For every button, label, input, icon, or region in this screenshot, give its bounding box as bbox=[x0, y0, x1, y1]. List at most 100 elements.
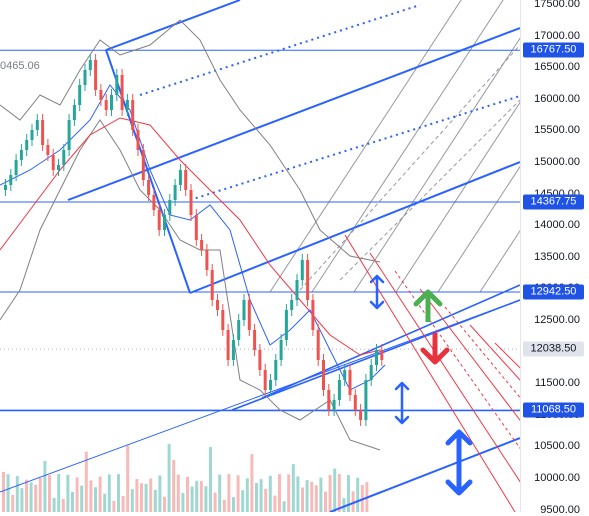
volume-bar bbox=[167, 444, 171, 512]
candle-body bbox=[189, 190, 193, 215]
volume-bar bbox=[121, 495, 125, 512]
volume-bar bbox=[227, 474, 231, 512]
candle-body bbox=[263, 370, 267, 390]
grey-channel-line bbox=[437, 165, 520, 293]
candle-body bbox=[115, 75, 119, 95]
candle-body bbox=[369, 365, 373, 380]
candle-body bbox=[343, 370, 347, 380]
volume-bar bbox=[158, 475, 162, 512]
volume-bar bbox=[199, 481, 203, 512]
volume-bar bbox=[163, 496, 166, 512]
candle-body bbox=[295, 280, 299, 300]
red-down-arrow-icon bbox=[420, 347, 450, 365]
pitchfork-median-line bbox=[67, 27, 520, 201]
volume-bar bbox=[351, 491, 355, 512]
volume-bar bbox=[2, 472, 5, 512]
blue-up-down-arrow-icon bbox=[445, 479, 473, 496]
candle-body bbox=[131, 100, 135, 130]
candle-body bbox=[200, 240, 204, 250]
price-axis[interactable]: 17500.00 17000.00 16500.00 16000.00 15500.00… bbox=[520, 0, 589, 516]
volume-bar bbox=[337, 474, 341, 512]
volume-bar bbox=[259, 479, 263, 512]
volume-bar bbox=[172, 460, 176, 512]
volume-bar bbox=[232, 497, 235, 512]
moving-average-blue bbox=[0, 84, 386, 391]
candle-body bbox=[4, 185, 7, 190]
price-tag[interactable]: 11068.50 bbox=[523, 402, 584, 418]
candle-body bbox=[364, 380, 368, 420]
candle-body bbox=[353, 395, 357, 410]
chart-plot-area[interactable]: 0465.06 bbox=[0, 0, 520, 512]
volume-bar bbox=[356, 477, 360, 512]
price-chart[interactable] bbox=[0, 0, 520, 512]
candle-body bbox=[83, 70, 87, 85]
volume-bar bbox=[222, 499, 226, 512]
pitchfork-handle-line bbox=[105, 49, 191, 294]
volume-bar bbox=[89, 480, 93, 512]
blue-up-down-arrow-icon bbox=[369, 274, 385, 284]
price-tick-label: 16000.00 bbox=[534, 92, 580, 105]
candle-body bbox=[253, 330, 257, 350]
price-tag[interactable]: 12038.50 bbox=[523, 341, 584, 357]
volume-bar bbox=[264, 488, 268, 512]
volume-bar bbox=[153, 489, 157, 512]
price-tag[interactable]: 12942.50 bbox=[523, 284, 584, 300]
blue-up-down-arrow-icon bbox=[394, 381, 410, 391]
price-tick-label: 15500.00 bbox=[534, 124, 580, 137]
candle-body bbox=[237, 320, 241, 340]
volume-bar bbox=[204, 486, 208, 512]
candle-body bbox=[120, 75, 124, 110]
candle-body bbox=[35, 120, 39, 130]
volume-bar bbox=[310, 481, 314, 512]
candle-body bbox=[316, 330, 320, 360]
volume-bar bbox=[38, 477, 42, 512]
grey-channel-line bbox=[353, 37, 520, 293]
candle-body bbox=[226, 330, 230, 360]
candle-body bbox=[300, 260, 304, 280]
volume-bar bbox=[15, 476, 19, 512]
price-tick-label: 17500.00 bbox=[534, 0, 580, 10]
candle-body bbox=[290, 300, 294, 310]
price-tick-label: 9500.00 bbox=[540, 503, 580, 516]
candle-body bbox=[14, 160, 18, 175]
candle-body bbox=[348, 370, 352, 395]
candle-body bbox=[242, 300, 246, 320]
grey-channel-dashed bbox=[299, 44, 520, 291]
candle-body bbox=[380, 350, 384, 360]
left-partial-price-label: 0465.06 bbox=[0, 60, 40, 72]
volume-bar bbox=[140, 483, 143, 512]
volume-bar bbox=[66, 474, 70, 512]
volume-bar bbox=[98, 476, 102, 512]
price-tag[interactable]: 16767.50 bbox=[523, 42, 584, 58]
grey-channel-line bbox=[311, 0, 504, 293]
volume-bar bbox=[236, 475, 240, 512]
candle-body bbox=[274, 360, 278, 380]
volume-bar bbox=[103, 493, 107, 512]
candle-body bbox=[104, 100, 108, 110]
volume-bar bbox=[278, 474, 281, 512]
candle-body bbox=[152, 195, 156, 210]
candle-body bbox=[205, 250, 209, 270]
candle-body bbox=[67, 120, 71, 150]
volume-bar bbox=[149, 478, 153, 512]
volume-bar bbox=[57, 474, 61, 512]
volume-bar bbox=[176, 474, 180, 512]
candle-body bbox=[258, 350, 262, 370]
candle-body bbox=[78, 85, 82, 105]
candle-body bbox=[9, 175, 13, 185]
volume-bar bbox=[245, 478, 249, 512]
candle-body bbox=[337, 380, 341, 400]
candle-body bbox=[327, 390, 331, 410]
volume-bar bbox=[20, 488, 24, 512]
volume-bar bbox=[282, 501, 286, 512]
volume-bar bbox=[11, 494, 15, 512]
price-tick-label: 13500.00 bbox=[534, 250, 580, 263]
candle-body bbox=[332, 400, 336, 410]
volume-bar bbox=[291, 464, 295, 512]
volume-bar bbox=[218, 474, 222, 512]
volume-bar bbox=[80, 485, 84, 512]
candle-body bbox=[147, 180, 151, 195]
price-tag[interactable]: 14367.75 bbox=[523, 194, 584, 210]
volume-bar bbox=[209, 447, 212, 512]
candle-body bbox=[173, 185, 177, 200]
